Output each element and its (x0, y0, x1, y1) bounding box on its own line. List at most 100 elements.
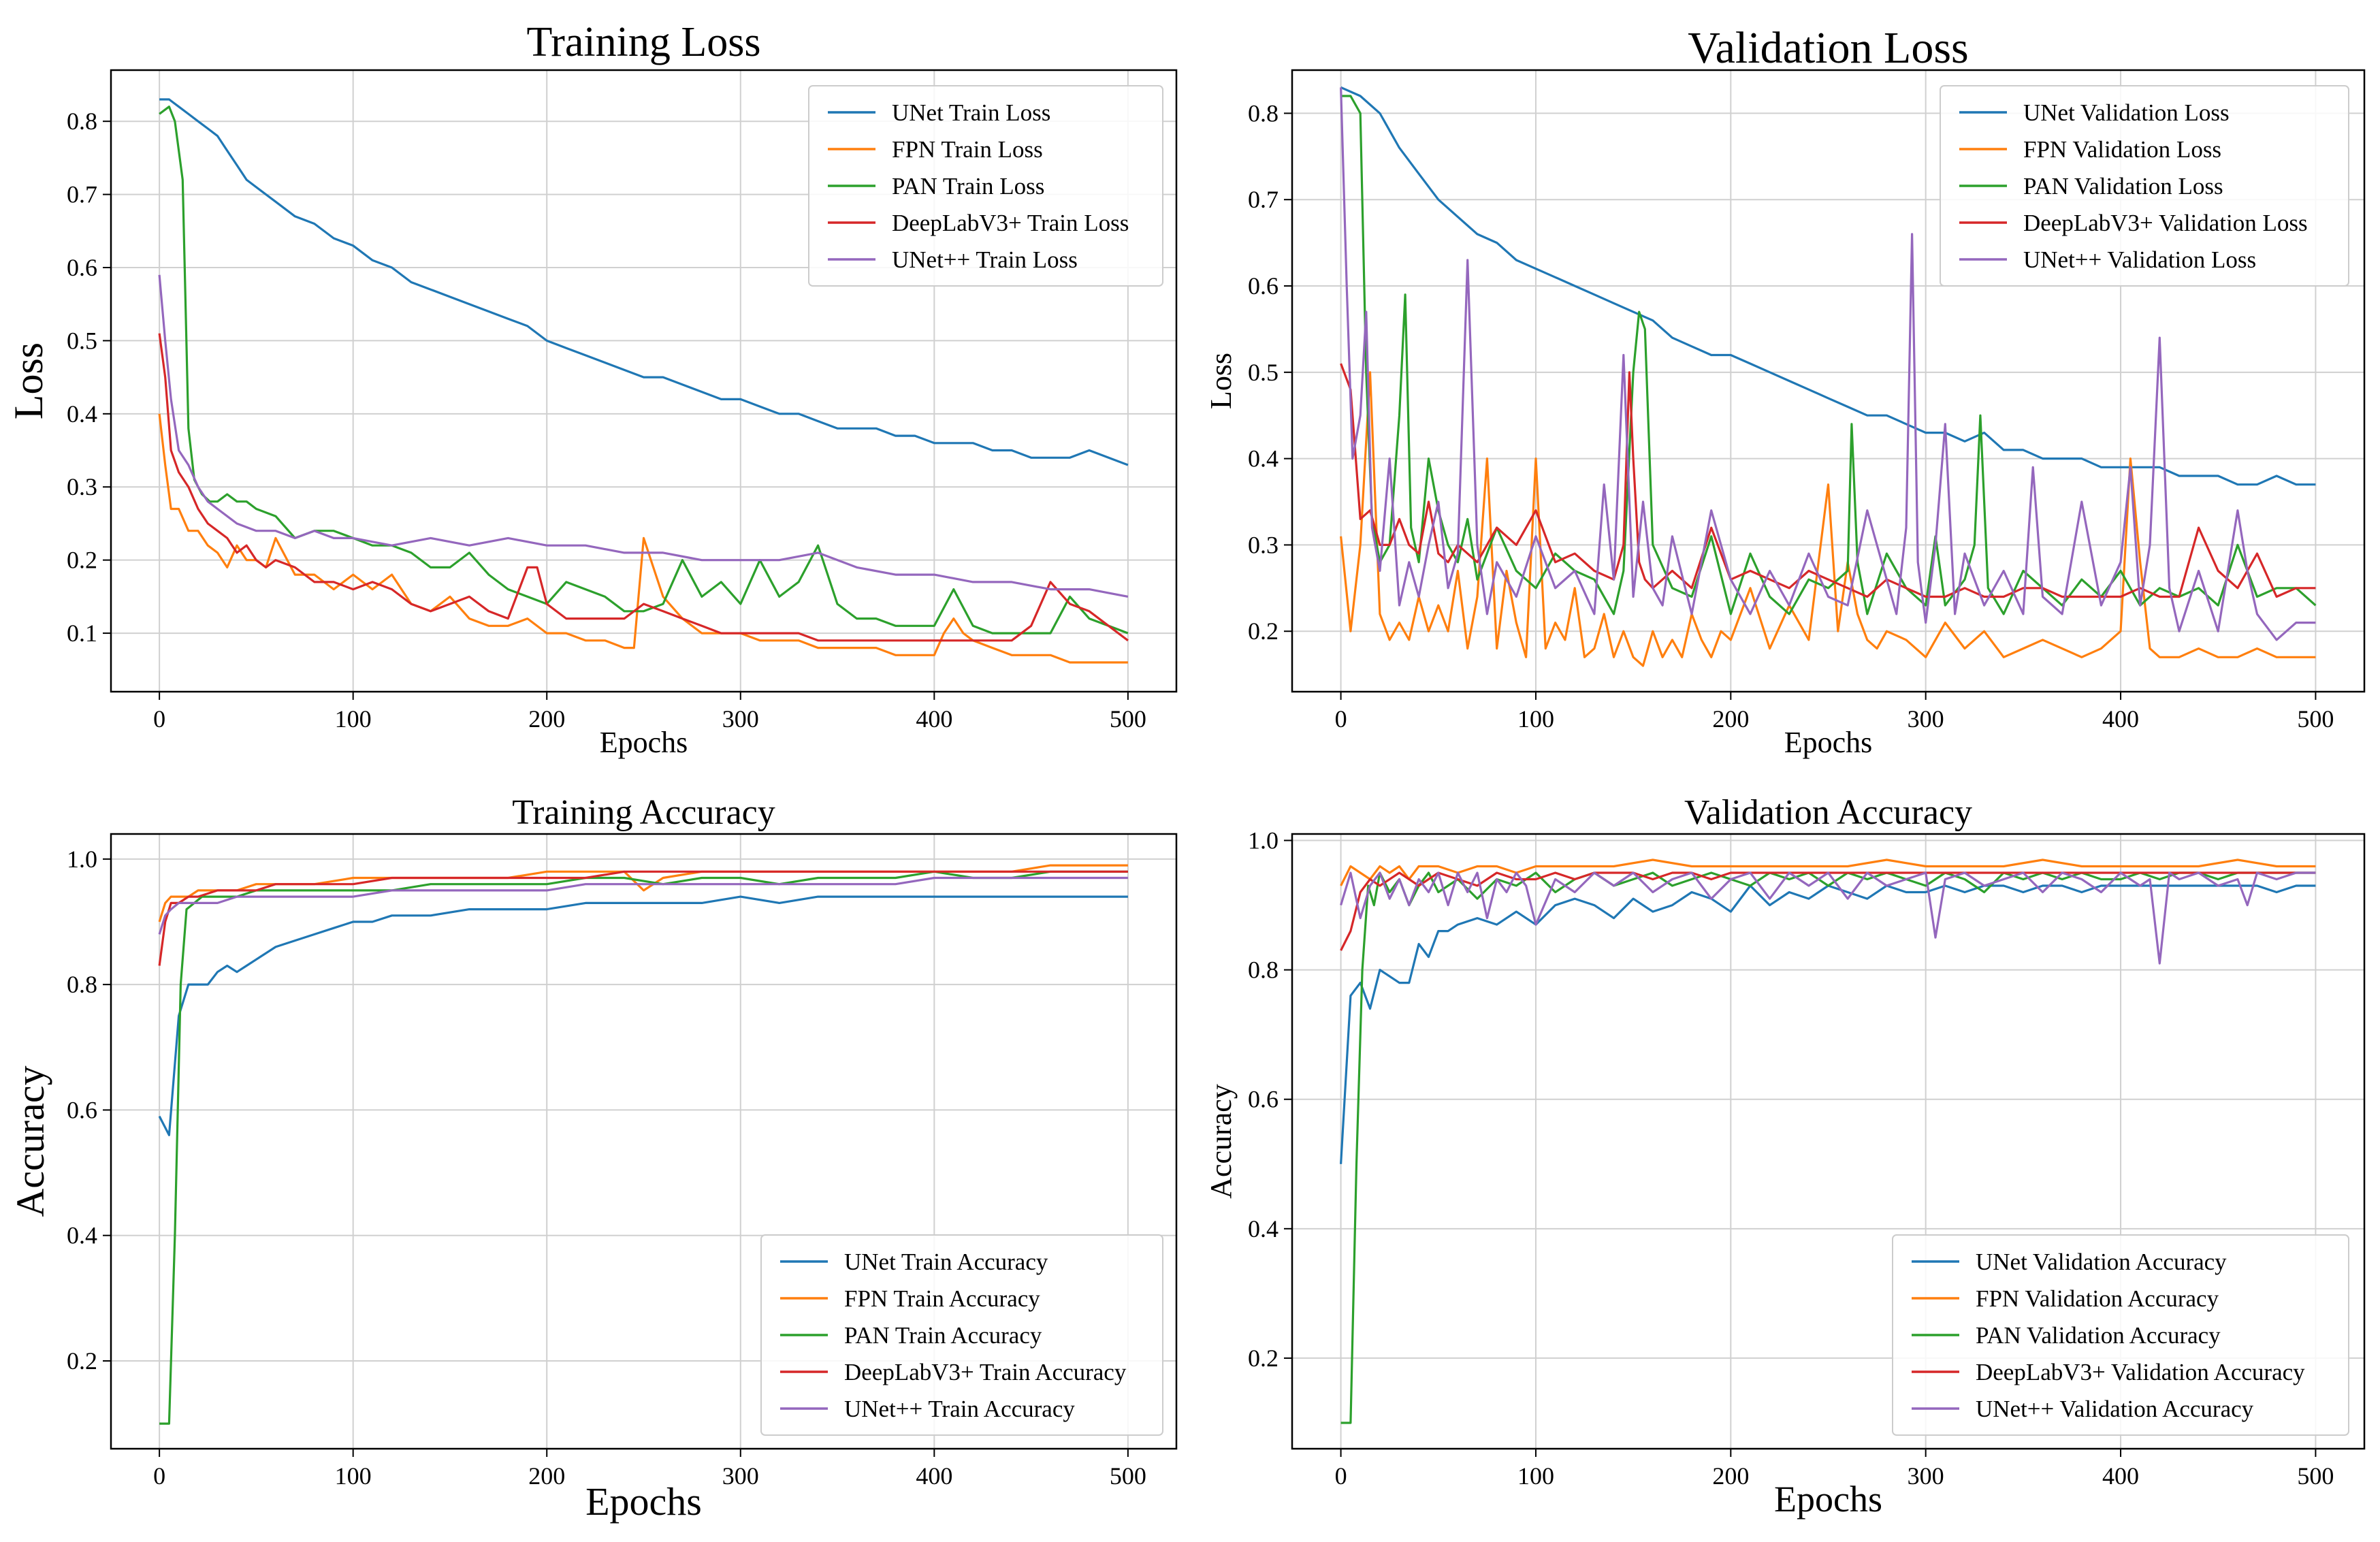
val-loss-ytick-label: 0.8 (1248, 99, 1279, 127)
train-loss-xtick-label: 100 (335, 705, 372, 733)
val-loss-ytick-label: 0.2 (1248, 617, 1279, 645)
train-loss-ytick-label: 0.7 (67, 181, 97, 208)
train-loss-axes-frame (110, 69, 1178, 693)
val-acc-chart: 0 100 200 300 400 500 0.2 0.4 0.6 0.8 1.0 Validatio… (1204, 793, 2366, 1520)
train-acc-legend-label: FPN Train Accuracy (844, 1285, 1040, 1312)
val-loss-title: Validation Loss (1688, 23, 1968, 73)
train-loss-xtick-label: 0 (153, 705, 165, 733)
train-acc-legend-label: DeepLabV3+ Train Accuracy (844, 1359, 1127, 1385)
val-loss-ylabel: Loss (1204, 353, 1238, 409)
val-loss-chart: 0 100 200 300 400 500 0.2 0.3 0.4 0.5 0.6 0.7 0.8 Val… (1204, 23, 2366, 759)
val-acc-title: Validation Accuracy (1684, 793, 1972, 832)
train-loss-series-pan-line (159, 106, 1129, 635)
train-loss-ytick-label: 0.3 (67, 473, 97, 500)
train-acc-ytick-label: 0.6 (67, 1096, 97, 1123)
val-loss-legend-label: UNet++ Validation Loss (2023, 246, 2256, 273)
train-acc-series-deeplabv3--line (158, 870, 1128, 966)
val-loss-xlabel: Epochs (1784, 726, 1873, 759)
train-loss-ytick-label: 0.1 (67, 620, 97, 647)
val-acc-legend-label: PAN Validation Accuracy (1976, 1322, 2221, 1349)
train-loss-series-group (158, 98, 1129, 664)
train-acc-xtick-label: 100 (335, 1462, 372, 1490)
train-loss-xtick-label: 200 (528, 705, 565, 733)
val-loss-ytick-label: 0.7 (1248, 186, 1279, 213)
val-acc-xtick-label: 0 (1335, 1462, 1347, 1490)
val-acc-axes-frame (1291, 833, 2366, 1450)
val-acc-xtick-label: 500 (2297, 1462, 2334, 1490)
val-loss-legend-label: DeepLabV3+ Validation Loss (2023, 210, 2308, 236)
val-loss-xtick-label: 200 (1712, 705, 1749, 733)
train-acc-series-group (158, 864, 1128, 1425)
train-acc-ytick-label: 0.2 (67, 1347, 97, 1375)
val-acc-xtick-label: 300 (1908, 1462, 1944, 1490)
train-acc-ytick-label: 0.4 (67, 1222, 97, 1249)
val-loss-xtick-label: 0 (1335, 705, 1347, 733)
val-loss-ytick-label: 0.5 (1248, 359, 1279, 386)
train-loss-legend: UNet Train Loss FPN Train Loss PAN Train L… (808, 85, 1163, 287)
train-loss-series-unet--line (158, 274, 1129, 598)
val-loss-legend-label: UNet Validation Loss (2023, 99, 2230, 126)
val-loss-xtick-label: 400 (2102, 705, 2139, 733)
train-acc-xtick-label: 200 (528, 1462, 565, 1490)
train-loss-xtick-label: 500 (1110, 705, 1146, 733)
train-acc-legend-box (760, 1234, 1163, 1436)
train-loss-series-unet-line (159, 98, 1129, 466)
val-acc-xtick-label: 400 (2102, 1462, 2139, 1490)
val-acc-xlabel: Epochs (1774, 1479, 1882, 1520)
val-loss-xtick-label: 100 (1517, 705, 1554, 733)
train-acc-series-unet-line (158, 895, 1128, 1136)
train-acc-legend-label: UNet Train Accuracy (844, 1249, 1048, 1275)
val-loss-series-group (1340, 86, 2317, 667)
train-loss-ytick-label: 0.5 (67, 327, 97, 354)
val-loss-legend-box (1940, 85, 2349, 287)
train-loss-xlabel: Epochs (600, 726, 688, 759)
val-acc-ytick-label: 0.6 (1248, 1086, 1279, 1113)
train-loss-ytick-label: 0.4 (67, 400, 97, 428)
val-loss-legend-label: FPN Validation Loss (2023, 136, 2221, 163)
val-acc-ytick-label: 0.8 (1248, 957, 1279, 984)
val-loss-axes-frame (1291, 69, 2366, 693)
train-acc-xlabel: Epochs (585, 1479, 702, 1524)
train-acc-xtick-label: 300 (722, 1462, 759, 1490)
val-acc-xtick-label: 200 (1712, 1462, 1749, 1490)
train-acc-title: Training Accuracy (512, 793, 775, 832)
val-acc-series-group (1340, 858, 2316, 1424)
val-loss-series-unet--line (1340, 87, 2316, 641)
train-acc-legend-label: UNet++ Train Accuracy (844, 1396, 1075, 1422)
train-acc-ytick-label: 0.8 (67, 971, 97, 998)
val-acc-series-fpn-line (1340, 858, 2316, 886)
train-loss-series-deeplabv3--line (158, 333, 1129, 642)
train-loss-series-fpn-line (158, 413, 1128, 664)
train-acc-series-unet--line (158, 876, 1128, 935)
val-acc-ytick-label: 0.2 (1248, 1345, 1279, 1372)
val-acc-legend: UNet Validation Accuracy FPN Validation A… (1892, 1234, 2349, 1436)
train-loss-ytick-label: 0.6 (67, 254, 97, 281)
train-loss-title: Training Loss (527, 19, 761, 65)
train-acc-ylabel: Accuracy (8, 1065, 52, 1217)
train-loss-chart: 0 100 200 300 400 500 0.1 0.2 0.3 0.4 0.5 0.6 0.7 0.8… (6, 19, 1178, 759)
train-loss-legend-label: FPN Train Loss (892, 136, 1043, 163)
train-loss-xtick-label: 400 (916, 705, 952, 733)
val-acc-series-unet--line (1340, 871, 2316, 965)
train-loss-legend-box (808, 85, 1163, 287)
train-loss-xtick-label: 300 (722, 705, 759, 733)
val-acc-legend-box (1892, 1234, 2349, 1436)
train-acc-legend-label: PAN Train Accuracy (844, 1322, 1042, 1349)
train-loss-legend-label: UNet++ Train Loss (892, 246, 1078, 273)
val-acc-ylabel: Accuracy (1204, 1084, 1238, 1199)
val-loss-ytick-label: 0.4 (1248, 445, 1279, 472)
val-loss-series-fpn-line (1340, 371, 2316, 667)
train-acc-axes-frame (110, 833, 1178, 1450)
train-loss-ytick-label: 0.8 (67, 108, 97, 135)
val-acc-xtick-label: 100 (1517, 1462, 1554, 1490)
val-loss-xtick-label: 500 (2297, 705, 2334, 733)
val-acc-legend-label: UNet++ Validation Accuracy (1976, 1396, 2254, 1422)
val-loss-xtick-label: 300 (1908, 705, 1944, 733)
val-acc-series-unet-line (1340, 884, 2316, 1164)
train-acc-chart: 0 100 200 300 400 500 0.2 0.4 0.6 0.8 1.0 Training … (8, 793, 1178, 1524)
val-acc-series-pan-line (1340, 871, 2316, 1424)
train-loss-legend-label: UNet Train Loss (892, 99, 1050, 126)
val-acc-legend-label: FPN Validation Accuracy (1976, 1285, 2219, 1312)
val-acc-ytick-label: 0.4 (1248, 1215, 1279, 1242)
train-loss-ylabel: Loss (6, 342, 51, 419)
